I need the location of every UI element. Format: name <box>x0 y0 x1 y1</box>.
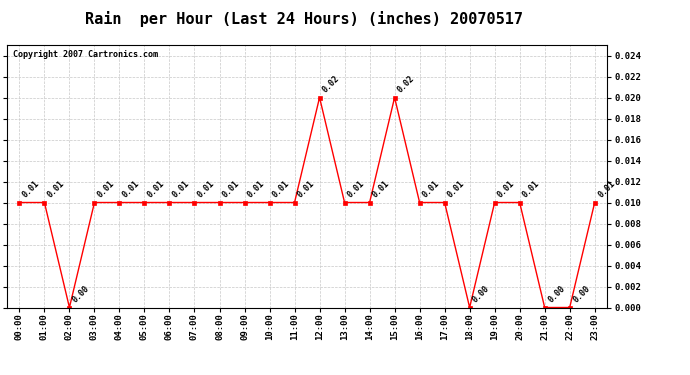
Text: 0.01: 0.01 <box>21 179 41 200</box>
Text: 0.01: 0.01 <box>371 179 391 200</box>
Text: 0.01: 0.01 <box>446 179 466 200</box>
Text: 0.01: 0.01 <box>46 179 66 200</box>
Text: Copyright 2007 Cartronics.com: Copyright 2007 Cartronics.com <box>13 50 158 59</box>
Text: 0.00: 0.00 <box>71 284 91 305</box>
Text: 0.01: 0.01 <box>146 179 166 200</box>
Text: 0.01: 0.01 <box>596 179 617 200</box>
Text: 0.01: 0.01 <box>421 179 442 200</box>
Text: 0.01: 0.01 <box>296 179 317 200</box>
Text: 0.01: 0.01 <box>221 179 242 200</box>
Text: 0.00: 0.00 <box>571 284 591 305</box>
Text: 0.02: 0.02 <box>321 74 342 95</box>
Text: 0.01: 0.01 <box>496 179 517 200</box>
Text: 0.01: 0.01 <box>346 179 366 200</box>
Text: 0.01: 0.01 <box>96 179 117 200</box>
Text: 0.01: 0.01 <box>171 179 191 200</box>
Text: 0.01: 0.01 <box>121 179 141 200</box>
Text: 0.00: 0.00 <box>471 284 491 305</box>
Text: 0.01: 0.01 <box>521 179 542 200</box>
Text: Rain  per Hour (Last 24 Hours) (inches) 20070517: Rain per Hour (Last 24 Hours) (inches) 2… <box>85 11 522 27</box>
Text: 0.01: 0.01 <box>271 179 291 200</box>
Text: 0.00: 0.00 <box>546 284 566 305</box>
Text: 0.01: 0.01 <box>196 179 217 200</box>
Text: 0.02: 0.02 <box>396 74 417 95</box>
Text: 0.01: 0.01 <box>246 179 266 200</box>
